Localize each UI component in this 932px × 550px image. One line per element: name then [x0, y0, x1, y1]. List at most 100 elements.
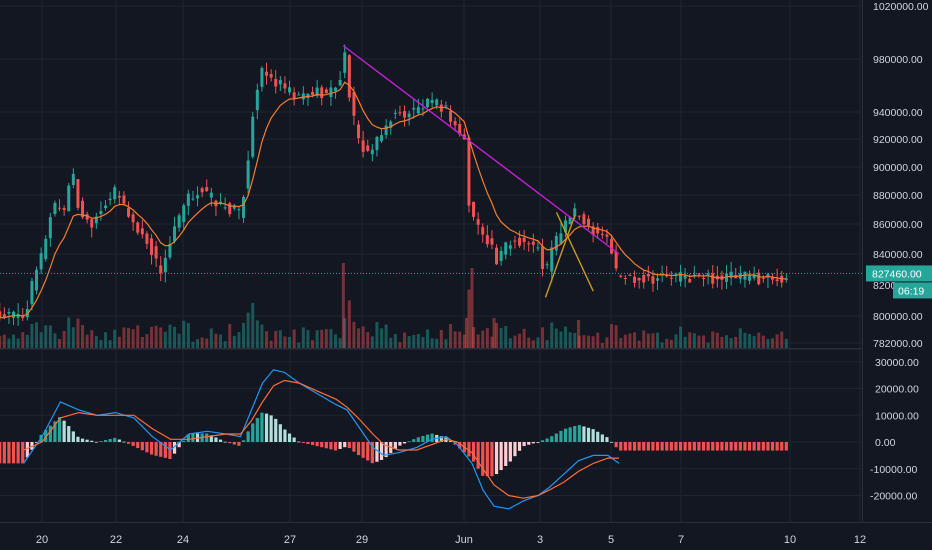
- macd-tick-label: -10000.00: [870, 464, 917, 476]
- candle-body: [508, 245, 512, 249]
- candle-body: [191, 198, 195, 200]
- macd-axis[interactable]: 30000.00 20000.00 10000.00 0.00 -10000.00 -20…: [870, 357, 919, 503]
- candle-body: [205, 187, 209, 192]
- candle-body: [467, 137, 471, 206]
- candle-body: [559, 233, 563, 244]
- volume-bar: [467, 289, 471, 348]
- histogram-bar: [255, 418, 259, 442]
- volume-bar: [784, 338, 788, 348]
- volume-bar: [30, 324, 34, 348]
- histogram-bar: [623, 442, 627, 451]
- candle-body: [232, 205, 236, 209]
- candle-body: [343, 52, 347, 73]
- histogram-bar: [448, 441, 453, 442]
- histogram-bar: [25, 442, 29, 458]
- time-tick-label: 3: [537, 534, 543, 546]
- volume-bar: [531, 340, 535, 348]
- histogram-bar: [642, 442, 646, 451]
- histogram-bar: [53, 421, 57, 442]
- candle-body: [251, 116, 255, 157]
- macd-tick-label: -20000.00: [870, 491, 917, 503]
- candle-body: [573, 208, 577, 217]
- price-tick-label: 980000.00: [873, 54, 923, 66]
- volume-bar: [324, 329, 328, 348]
- candle-body: [393, 112, 397, 114]
- volume-bar: [623, 334, 627, 348]
- price-axis[interactable]: 1020000.00 980000.00 940000.00 920000.00 900…: [873, 1, 929, 350]
- volume-bar: [697, 335, 701, 348]
- histogram-bar: [343, 442, 347, 448]
- candle-body: [12, 311, 16, 318]
- candle-body: [610, 238, 614, 254]
- histogram-bar: [398, 442, 402, 446]
- histogram-bar: [582, 426, 586, 442]
- volume-bar: [76, 318, 80, 348]
- candle-body: [582, 214, 586, 225]
- histogram-bar: [780, 442, 784, 451]
- volume-bar: [209, 328, 213, 348]
- candle-body: [761, 277, 765, 279]
- volume-bar: [596, 332, 600, 348]
- histogram-bar: [513, 442, 517, 457]
- volume-bar: [242, 322, 246, 348]
- candle-body: [453, 121, 457, 126]
- histogram-bar: [734, 442, 738, 451]
- histogram-bar: [784, 442, 788, 451]
- volume-bar: [715, 332, 719, 348]
- histogram-bar: [499, 442, 503, 471]
- candle-body: [269, 73, 273, 78]
- volume-bar: [439, 329, 443, 348]
- candle-body: [76, 179, 80, 208]
- time-tick-label: 24: [177, 534, 189, 546]
- volume-bar: [200, 337, 204, 348]
- histogram-bar: [163, 442, 167, 458]
- histogram-bar: [586, 427, 591, 442]
- volume-bar: [196, 339, 200, 348]
- candle-body: [380, 135, 384, 142]
- time-axis[interactable]: 20 22 24 27 29 Jun 3 5 7 10 12: [36, 534, 866, 546]
- histogram-bar: [218, 439, 223, 442]
- volume-bar: [380, 328, 384, 348]
- volume-bar: [159, 327, 163, 348]
- time-axis-border: [0, 522, 932, 523]
- histogram-bar: [619, 442, 623, 451]
- volume-bar: [610, 324, 614, 348]
- histogram-bar: [715, 442, 719, 451]
- candle-body: [398, 112, 402, 114]
- histogram-bar: [605, 437, 609, 442]
- trendlines[interactable]: [342, 45, 620, 298]
- histogram-bar: [757, 442, 761, 451]
- candle-body: [550, 247, 554, 272]
- volume-bar: [522, 328, 526, 348]
- candle-body: [679, 272, 683, 282]
- histogram-bar: [186, 434, 190, 442]
- histogram-bar: [665, 442, 669, 451]
- histogram-bar: [384, 442, 388, 458]
- volume-bar: [265, 331, 269, 348]
- time-tick-label: 5: [608, 534, 614, 546]
- volume-bar: [453, 331, 457, 348]
- histogram-bar: [747, 442, 752, 451]
- volume-bar: [173, 326, 177, 348]
- histogram-bar: [62, 420, 66, 442]
- candle-body: [311, 92, 315, 95]
- volume-bar: [674, 334, 678, 348]
- volume-bar: [16, 338, 20, 348]
- histogram-bar: [85, 439, 89, 442]
- candle-body: [366, 145, 370, 151]
- volume-bar: [94, 335, 98, 348]
- histogram-bar: [573, 425, 577, 442]
- volume-bar: [81, 325, 85, 348]
- histogram-bar: [697, 442, 701, 451]
- histogram-bar: [494, 442, 499, 475]
- histogram-bar: [766, 442, 770, 451]
- macd-histogram: [0, 412, 788, 477]
- volume-bar: [99, 339, 103, 348]
- volume-bar: [426, 329, 430, 348]
- candle-body: [352, 92, 356, 116]
- pane-separator[interactable]: [0, 348, 862, 350]
- volume-bar: [104, 332, 108, 348]
- volume-bar: [403, 332, 407, 348]
